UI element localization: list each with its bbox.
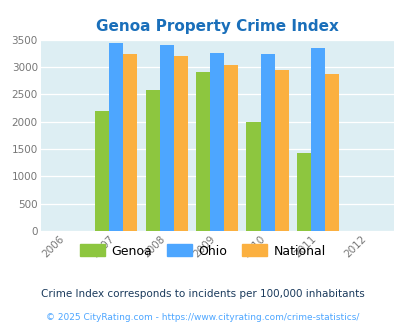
Bar <box>260 54 274 231</box>
Bar <box>196 72 210 231</box>
Title: Genoa Property Crime Index: Genoa Property Crime Index <box>96 19 338 34</box>
Bar <box>296 153 310 231</box>
Bar <box>159 45 173 231</box>
Bar <box>224 65 238 231</box>
Bar <box>109 43 123 231</box>
Bar <box>274 70 288 231</box>
Bar <box>123 54 137 231</box>
Bar <box>95 111 109 231</box>
Bar <box>310 49 324 231</box>
Bar <box>173 56 188 231</box>
Legend: Genoa, Ohio, National: Genoa, Ohio, National <box>75 240 330 263</box>
Bar <box>324 74 339 231</box>
Bar <box>246 122 260 231</box>
Bar <box>210 53 224 231</box>
Text: © 2025 CityRating.com - https://www.cityrating.com/crime-statistics/: © 2025 CityRating.com - https://www.city… <box>46 313 359 322</box>
Bar <box>145 90 159 231</box>
Text: Crime Index corresponds to incidents per 100,000 inhabitants: Crime Index corresponds to incidents per… <box>41 289 364 299</box>
